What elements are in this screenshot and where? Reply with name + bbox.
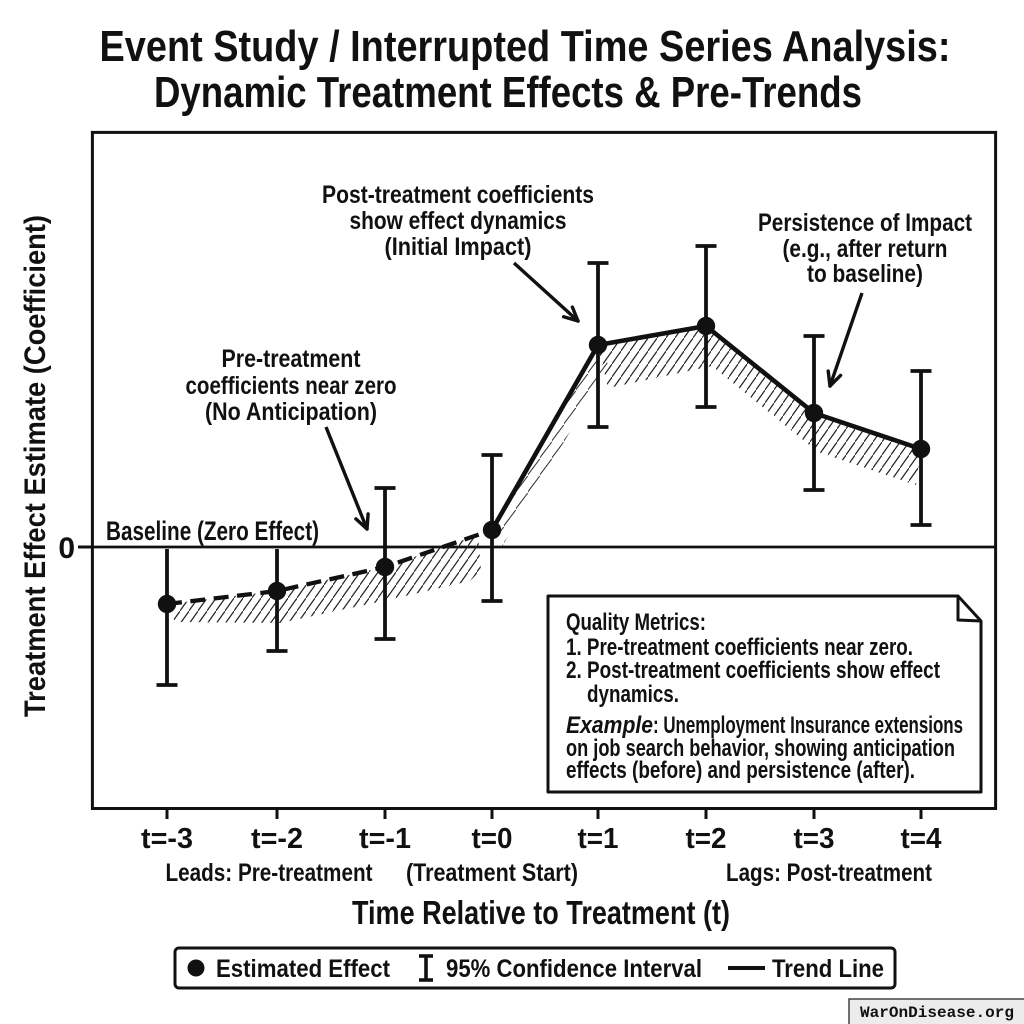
svg-text:95% Confidence Interval: 95% Confidence Interval bbox=[446, 955, 702, 983]
svg-text:Leads: Pre-treatment: Leads: Pre-treatment bbox=[166, 859, 374, 887]
svg-text:coefficients near zero: coefficients near zero bbox=[186, 372, 397, 400]
svg-text:t=-3: t=-3 bbox=[141, 823, 193, 855]
svg-text:Time Relative to Treatment (t): Time Relative to Treatment (t) bbox=[352, 894, 730, 931]
svg-text:Event Study / Interrupted Time: Event Study / Interrupted Time Series An… bbox=[100, 22, 951, 71]
svg-text:t=3: t=3 bbox=[794, 823, 835, 855]
svg-text:Example: Example bbox=[566, 712, 653, 739]
svg-text:1. Pre-treatment coefficients: 1. Pre-treatment coefficients near zero. bbox=[566, 634, 913, 661]
svg-text:(e.g., after return: (e.g., after return bbox=[783, 235, 948, 263]
svg-text:Trend Line: Trend Line bbox=[772, 955, 884, 983]
svg-text:Pre-treatment: Pre-treatment bbox=[222, 345, 362, 373]
svg-text:t=4: t=4 bbox=[901, 823, 942, 855]
svg-text:Post-treatment coefficients: Post-treatment coefficients bbox=[322, 181, 594, 209]
svg-text:2. Post-treatment coefficients: 2. Post-treatment coefficients show effe… bbox=[566, 657, 940, 684]
svg-text:Treatment Effect Estimate (Coe: Treatment Effect Estimate (Coefficient) bbox=[19, 215, 52, 717]
svg-text:to baseline): to baseline) bbox=[807, 260, 923, 288]
svg-text:Estimated Effect: Estimated Effect bbox=[216, 955, 391, 983]
svg-text:show effect dynamics: show effect dynamics bbox=[350, 207, 567, 235]
svg-text:0: 0 bbox=[58, 532, 75, 565]
svg-text:(Initial Impact): (Initial Impact) bbox=[385, 233, 532, 261]
svg-text:WarOnDisease.org: WarOnDisease.org bbox=[860, 1004, 1014, 1022]
svg-text:t=-1: t=-1 bbox=[359, 823, 411, 855]
svg-text:Persistence of Impact: Persistence of Impact bbox=[758, 209, 973, 237]
svg-text:: Unemployment Insurance exten: : Unemployment Insurance extensions bbox=[653, 712, 963, 739]
svg-text:Lags: Post-treatment: Lags: Post-treatment bbox=[726, 859, 933, 887]
svg-text:dynamics.: dynamics. bbox=[587, 681, 679, 708]
svg-text:(No Anticipation): (No Anticipation) bbox=[205, 398, 377, 426]
svg-text:Baseline (Zero Effect): Baseline (Zero Effect) bbox=[106, 516, 319, 546]
svg-text:t=-2: t=-2 bbox=[251, 823, 303, 855]
svg-text:(Treatment Start): (Treatment Start) bbox=[406, 859, 578, 887]
svg-text:t=1: t=1 bbox=[578, 823, 619, 855]
svg-text:Quality Metrics:: Quality Metrics: bbox=[566, 609, 706, 636]
svg-text:t=0: t=0 bbox=[472, 823, 513, 855]
svg-text:effects (before) and persisten: effects (before) and persistence (after)… bbox=[566, 757, 915, 784]
svg-text:on job search behavior, showin: on job search behavior, showing anticipa… bbox=[566, 735, 955, 762]
svg-text:Dynamic Treatment Effects & Pr: Dynamic Treatment Effects & Pre-Trends bbox=[154, 68, 862, 117]
svg-text:t=2: t=2 bbox=[686, 823, 727, 855]
